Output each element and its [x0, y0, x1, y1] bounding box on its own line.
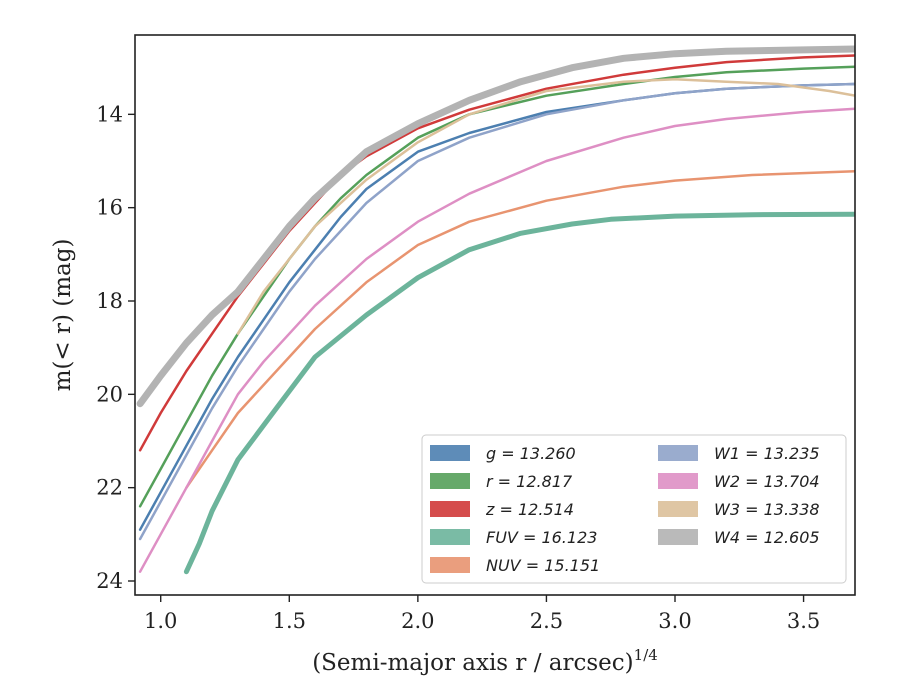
legend-label: r = 12.817 — [486, 472, 573, 491]
y-tick-label: 24 — [96, 569, 123, 593]
legend-swatch — [430, 529, 470, 545]
x-axis-label-sup: 1/4 — [634, 646, 658, 664]
legend-swatch — [430, 445, 470, 461]
x-tick-label: 2.5 — [530, 609, 563, 633]
x-tick-label: 1.5 — [273, 609, 306, 633]
x-axis: 1.0 1.5 2.0 2.5 3.0 3.5 — [144, 595, 820, 633]
y-tick-label: 18 — [96, 289, 123, 313]
series-line-3 — [183, 211, 855, 575]
legend-swatch — [430, 501, 470, 517]
x-tick-label: 3.0 — [658, 609, 691, 633]
legend-swatch — [658, 445, 698, 461]
legend-swatch — [658, 529, 698, 545]
series-layer — [136, 45, 855, 575]
y-tick-label: 22 — [96, 476, 123, 500]
series-line-4 — [185, 170, 855, 489]
series-line-7 — [236, 78, 855, 335]
x-axis-label: (Semi-major axis r / arcsec)1/4 — [312, 646, 658, 676]
legend-label: z = 12.514 — [485, 500, 574, 519]
y-tick-label: 14 — [96, 102, 123, 126]
x-tick-label: 3.5 — [787, 609, 820, 633]
series-line-6 — [138, 107, 855, 573]
legend-swatch — [658, 473, 698, 489]
y-axis: 14 16 18 20 22 24 — [96, 102, 135, 593]
legend-label: NUV = 15.151 — [486, 556, 600, 575]
legend-label: W4 = 12.605 — [714, 528, 820, 547]
x-tick-label: 2.0 — [401, 609, 434, 633]
y-tick-label: 16 — [96, 196, 123, 220]
series-line-1 — [138, 65, 855, 508]
legend-swatch — [430, 557, 470, 573]
legend-swatch — [430, 473, 470, 489]
legend-box — [421, 434, 847, 584]
series-line-5 — [138, 82, 855, 541]
y-tick-label: 20 — [96, 382, 123, 406]
legend-swatch — [658, 501, 698, 517]
legend: g = 13.260 r = 12.817 z = 12.514 FUV = 16.1… — [421, 434, 847, 584]
series-line-8 — [136, 45, 855, 408]
legend-label: W1 = 13.235 — [714, 444, 820, 463]
legend-label: FUV = 16.123 — [486, 528, 597, 547]
legend-label: W2 = 13.704 — [714, 472, 820, 491]
legend-label: W3 = 13.338 — [714, 500, 820, 519]
plot-frame — [134, 34, 856, 596]
x-tick-label: 1.0 — [144, 609, 177, 633]
legend-label: g = 13.260 — [486, 444, 576, 463]
y-axis-label: m(< r) (mag) — [50, 239, 76, 392]
x-axis-label-main: (Semi-major axis r / arcsec) — [312, 650, 633, 676]
